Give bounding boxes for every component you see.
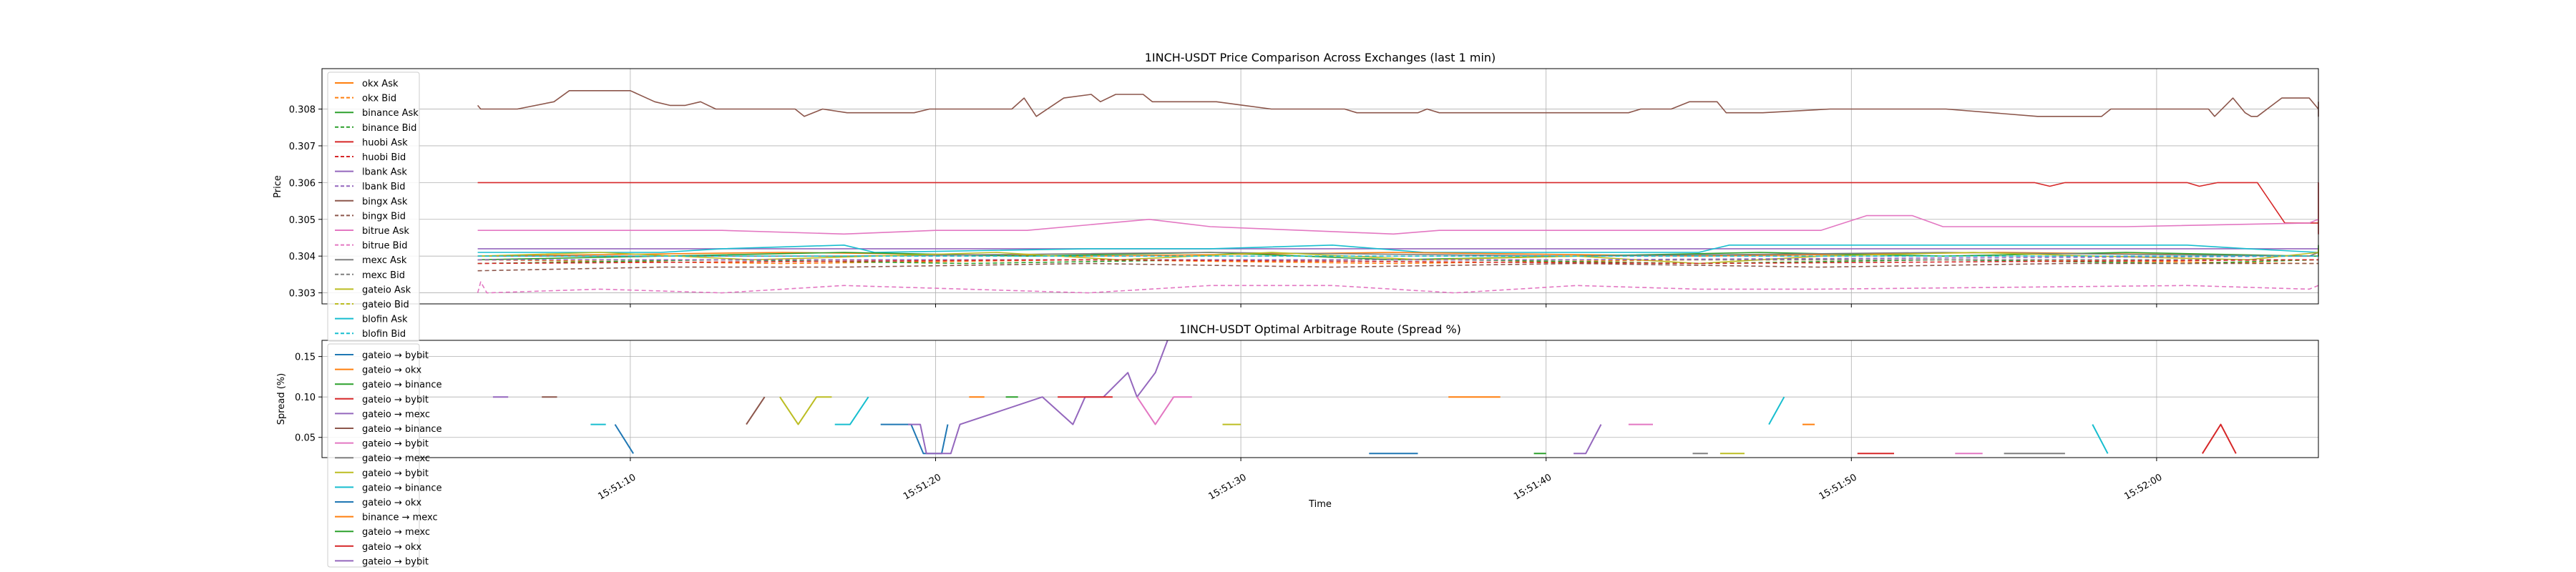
legend-box: [327, 343, 420, 568]
y-tick-label: 0.05: [295, 433, 316, 444]
legend-label: huobi Ask: [362, 137, 408, 148]
spread-route-segment: [1768, 396, 1785, 425]
legend-label: gateio → okx: [362, 365, 422, 376]
legend-label: huobi Bid: [362, 152, 406, 163]
x-tick-label: 15:52:00: [2122, 472, 2164, 502]
spread-chart-title: 1INCH-USDT Optimal Arbitrage Route (Spre…: [1179, 322, 1461, 336]
price-chart-title: 1INCH-USDT Price Comparison Across Excha…: [1145, 51, 1496, 64]
series-line-bingx-ask: [477, 90, 2319, 117]
x-tick-label: 15:51:40: [1512, 472, 1553, 502]
series-line-bingx-bid: [477, 262, 2318, 272]
legend-label: gateio → mexc: [362, 409, 430, 420]
legend-label: okx Ask: [362, 79, 399, 89]
price-chart-y-label: Price: [273, 175, 283, 198]
legend-label: binance → mexc: [362, 513, 438, 523]
price-comparison-chart: 1INCH-USDT Price Comparison Across Excha…: [273, 51, 2319, 307]
series-line-huobi-bid: [477, 259, 2318, 265]
x-tick-label: 15:51:10: [596, 472, 638, 502]
legend-label: gateio → mexc: [362, 453, 430, 464]
legend-label: lbank Ask: [362, 167, 407, 178]
legend-label: gateio → bybit: [362, 395, 429, 405]
spread-route-segment: [1136, 396, 1192, 425]
price-chart-x-ticks: [630, 304, 2157, 307]
spread-route-segment: [2202, 423, 2237, 454]
y-tick-label: 0.308: [289, 105, 316, 116]
legend-label: binance Ask: [362, 108, 419, 119]
legend-label: gateio Bid: [362, 300, 409, 310]
legend-label: binance Bid: [362, 123, 416, 134]
spread-route-segment: [779, 396, 832, 425]
legend-box: [327, 72, 420, 342]
series-line-bitrue-bid: [477, 281, 2319, 294]
legend-label: mexc Bid: [362, 270, 405, 281]
y-tick-label: 0.10: [295, 393, 316, 403]
series-line-blofin-ask: [477, 244, 2319, 253]
spread-route-segment: [746, 396, 766, 425]
legend-label: gateio → okx: [362, 498, 422, 508]
series-line-lbank-bid: [477, 255, 2319, 261]
legend-label: lbank Bid: [362, 182, 406, 192]
legend-label: gateio → mexc: [362, 527, 430, 538]
spread-route-segment: [614, 424, 634, 454]
legend-label: gateio → binance: [362, 424, 442, 435]
legend-label: bitrue Bid: [362, 241, 407, 252]
spread-chart-grid: [322, 340, 2318, 458]
legend-label: gateio → okx: [362, 542, 422, 553]
spread-route-segment: [2092, 424, 2109, 454]
legend-label: gateio → bybit: [362, 468, 429, 479]
legend-label: gateio → binance: [362, 380, 442, 390]
legend-label: okx Bid: [362, 94, 396, 104]
legend-label: mexc Ask: [362, 255, 407, 266]
price-chart-grid: [322, 69, 2318, 304]
y-tick-label: 0.305: [289, 215, 316, 226]
spread-chart: 1INCH-USDT Optimal Arbitrage Route (Spre…: [276, 322, 2319, 510]
legend-label: bitrue Ask: [362, 226, 409, 237]
x-tick-label: 15:51:50: [1818, 472, 1859, 502]
x-tick-label: 15:51:30: [1207, 472, 1249, 502]
spread-chart-x-ticks: 15:51:10 15:51:20 15:51:30 15:51:40 15:51:50…: [596, 458, 2164, 503]
y-tick-label: 0.304: [289, 252, 316, 262]
y-tick-label: 0.15: [295, 352, 316, 363]
spread-chart-legend: gateio → bybit gateio → okx gateio → binan…: [327, 343, 442, 568]
legend-label: blofin Bid: [362, 329, 406, 340]
y-tick-label: 0.306: [289, 178, 316, 189]
spread-route-segment: [880, 423, 949, 455]
spread-chart-y-label: Spread (%): [276, 373, 287, 425]
legend-label: gateio → bybit: [362, 439, 429, 450]
x-tick-label: 15:51:20: [902, 472, 943, 502]
spread-chart-series: [492, 340, 2237, 455]
legend-label: gateio Ask: [362, 285, 411, 295]
legend-label: bingx Bid: [362, 211, 406, 222]
price-chart-series: [477, 90, 2319, 294]
legend-label: blofin Ask: [362, 315, 408, 325]
spread-route-segment: [834, 396, 869, 425]
legend-label: gateio → bybit: [362, 350, 429, 361]
y-tick-label: 0.307: [289, 142, 316, 152]
legend-label: gateio → binance: [362, 483, 442, 493]
spread-route-segment: [1574, 424, 1602, 455]
spread-chart-frame: [321, 340, 2319, 458]
spread-chart-y-ticks: 0.05 0.10 0.15: [295, 352, 322, 444]
series-line-bitrue-ask: [477, 214, 2319, 235]
x-axis-label: Time: [1308, 499, 1332, 510]
price-chart-y-ticks: 0.303 0.304 0.305 0.306 0.307 0.308: [289, 105, 322, 300]
price-chart-frame: [321, 68, 2319, 305]
price-chart-legend: okx Ask okx Bid binance Ask binance Bid huob…: [327, 72, 420, 342]
legend-label: bingx Ask: [362, 197, 408, 207]
y-tick-label: 0.303: [289, 289, 316, 300]
legend-label: gateio → bybit: [362, 556, 429, 567]
